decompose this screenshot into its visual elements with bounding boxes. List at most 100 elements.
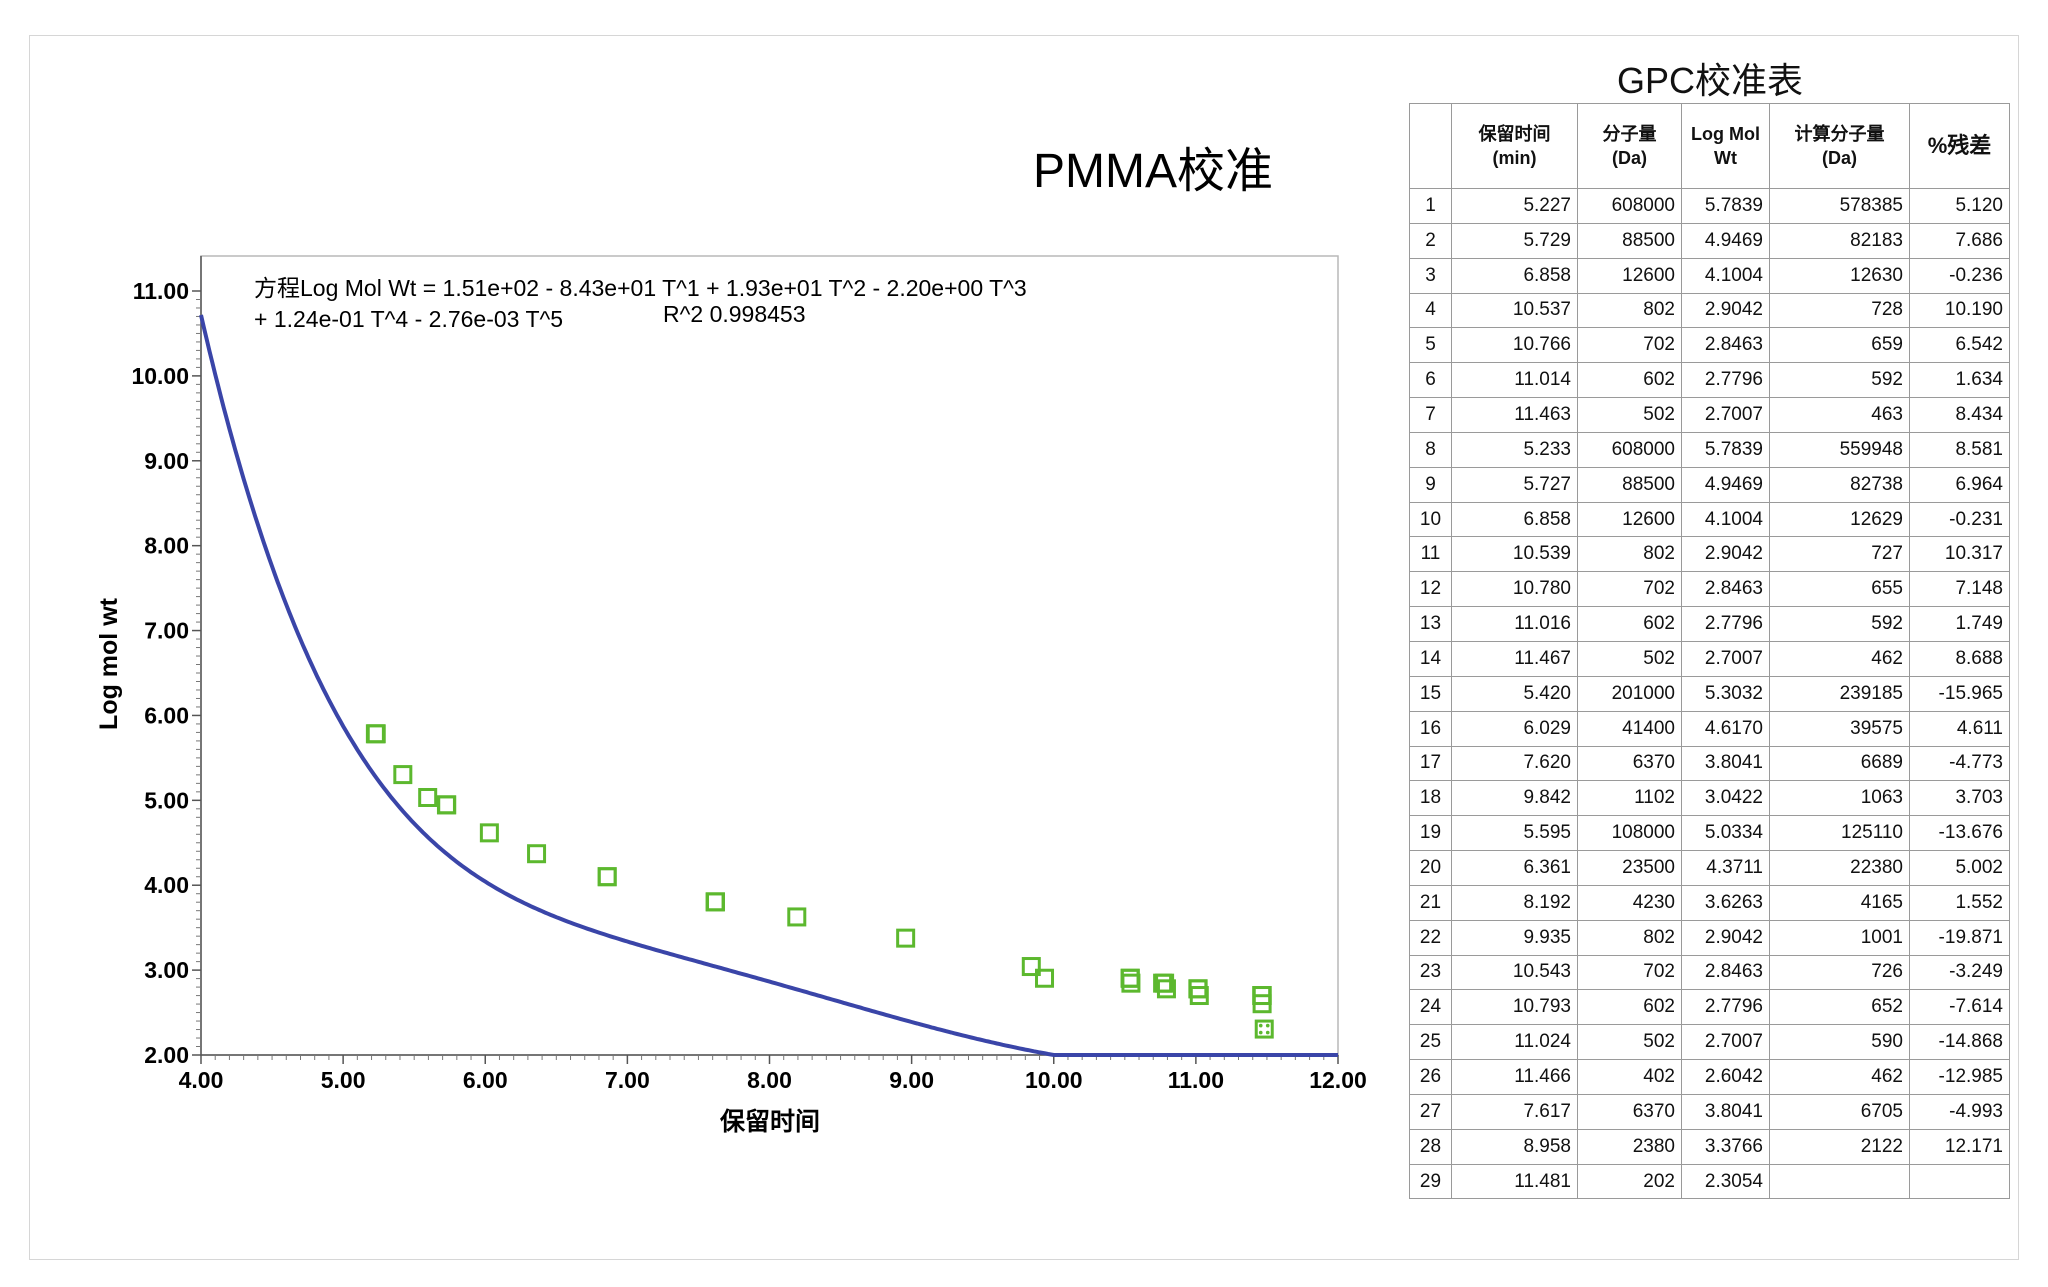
data-point <box>597 867 617 887</box>
table-cell: 8.434 <box>1909 397 2010 433</box>
data-point <box>479 823 499 843</box>
table-cell: 4.1004 <box>1681 501 1770 538</box>
table-cell: 502 <box>1577 640 1682 677</box>
table-cell: 12600 <box>1577 257 1682 294</box>
data-markers <box>365 724 1274 1039</box>
table-cell: 462 <box>1769 640 1910 677</box>
table-row: 10 6.858 12600 4.1004 12629 -0.231 <box>1409 501 2010 538</box>
table-cell: 39575 <box>1769 710 1910 747</box>
table-cell: 5.0334 <box>1681 815 1770 852</box>
data-point <box>527 844 547 864</box>
table-cell: 11.024 <box>1451 1024 1578 1061</box>
table-cell: 655 <box>1769 571 1910 608</box>
table-cell: 2.7796 <box>1681 989 1770 1026</box>
table-cell: 11.481 <box>1451 1163 1578 1200</box>
table-row: 8 5.233 608000 5.7839 559948 8.581 <box>1409 431 2010 468</box>
data-point <box>705 892 725 912</box>
table-row: 18 9.842 1102 3.0422 1063 3.703 <box>1409 780 2010 817</box>
row-index-cell: 8 <box>1409 431 1452 468</box>
row-index-cell: 11 <box>1409 536 1452 573</box>
y-tick-label: 8.00 <box>144 533 189 559</box>
table-cell: 502 <box>1577 1024 1682 1061</box>
table-cell: 5.420 <box>1451 675 1578 712</box>
table-cell: 608000 <box>1577 188 1682 224</box>
row-index-cell: 16 <box>1409 710 1452 747</box>
table-cell: 5.595 <box>1451 815 1578 852</box>
table-cell: 4.3711 <box>1681 850 1770 886</box>
table-cell: 41400 <box>1577 710 1682 747</box>
table-row: 19 5.595 108000 5.0334 125110 -13.676 <box>1409 815 2010 852</box>
table-cell: 4165 <box>1769 884 1910 921</box>
table-cell: -14.868 <box>1909 1024 2010 1061</box>
data-point <box>393 765 413 785</box>
table-row: 4 10.537 802 2.9042 728 10.190 <box>1409 292 2010 329</box>
row-index-cell: 4 <box>1409 292 1452 329</box>
table-cell: 2.7007 <box>1681 1024 1770 1061</box>
data-point <box>1254 1019 1274 1039</box>
table-header-cell: 保留时间 (min) <box>1451 103 1578 189</box>
table-cell: -15.965 <box>1909 675 2010 712</box>
x-axis-ticks: 4.00 5.00 6.00 7.00 8.00 9.00 10.00 11.00 12.00 <box>179 1055 1367 1093</box>
table-cell: 652 <box>1769 989 1910 1026</box>
row-index-cell: 29 <box>1409 1163 1452 1200</box>
table-cell: -7.614 <box>1909 989 2010 1026</box>
table-row: 25 11.024 502 2.7007 590 -14.868 <box>1409 1024 2010 1061</box>
table-cell: 726 <box>1769 954 1910 991</box>
row-index-cell: 23 <box>1409 954 1452 991</box>
row-index-cell: 22 <box>1409 919 1452 956</box>
table-cell: 10.537 <box>1451 292 1578 329</box>
table-cell: 6.858 <box>1451 501 1578 538</box>
excluded-point-dot <box>1265 1030 1270 1035</box>
table-cell: 4.9469 <box>1681 222 1770 259</box>
table-cell: 4.9469 <box>1681 466 1770 503</box>
table-cell: 5.002 <box>1909 850 2010 886</box>
table-header-cell: %残差 <box>1909 103 2010 189</box>
table-cell: 108000 <box>1577 815 1682 852</box>
table-cell: 1063 <box>1769 780 1910 817</box>
table-row: 11 10.539 802 2.9042 727 10.317 <box>1409 536 2010 573</box>
table-cell: 1.749 <box>1909 606 2010 642</box>
table-cell: 602 <box>1577 606 1682 642</box>
data-point <box>437 795 457 815</box>
table-cell: 10.780 <box>1451 571 1578 608</box>
table-cell: 6370 <box>1577 1093 1682 1130</box>
table-cell: 8.581 <box>1909 431 2010 468</box>
table-cell: 11.463 <box>1451 397 1578 433</box>
x-tick-label: 10.00 <box>1025 1067 1083 1093</box>
table-cell: 10.317 <box>1909 536 2010 573</box>
table-row: 16 6.029 41400 4.6170 39575 4.611 <box>1409 710 2010 747</box>
table-cell: 88500 <box>1577 466 1682 503</box>
table-cell: 10.766 <box>1451 327 1578 364</box>
y-axis-label: Log mol wt <box>95 597 123 730</box>
row-index-cell: 14 <box>1409 640 1452 677</box>
table-cell: -0.236 <box>1909 257 2010 294</box>
chart-title: PMMA校准 <box>1033 145 1273 198</box>
table-cell: 2.7007 <box>1681 397 1770 433</box>
table-cell: 12630 <box>1769 257 1910 294</box>
table-row: 24 10.793 602 2.7796 652 -7.614 <box>1409 989 2010 1026</box>
table-cell: 5.7839 <box>1681 188 1770 224</box>
table-cell: 1102 <box>1577 780 1682 817</box>
table-cell: 702 <box>1577 954 1682 991</box>
row-index-cell: 27 <box>1409 1093 1452 1130</box>
table-cell: 11.466 <box>1451 1059 1578 1095</box>
table-row: 2 5.729 88500 4.9469 82183 7.686 <box>1409 222 2010 259</box>
table-cell: 2.9042 <box>1681 292 1770 329</box>
row-index-cell: 10 <box>1409 501 1452 538</box>
table-cell: 8.192 <box>1451 884 1578 921</box>
table-cell: 802 <box>1577 536 1682 573</box>
table-cell: 239185 <box>1769 675 1910 712</box>
row-index-cell: 7 <box>1409 397 1452 433</box>
table-cell: 3.6263 <box>1681 884 1770 921</box>
table-header-cell: 计算分子量 (Da) <box>1769 103 1910 189</box>
data-point <box>705 892 725 912</box>
table-cell: 2122 <box>1769 1128 1910 1165</box>
equation-line-2: + 1.24e-01 T^4 - 2.76e-03 T^5 <box>254 306 563 332</box>
x-axis-label: 保留时间 <box>719 1108 820 1136</box>
table-cell: -4.993 <box>1909 1093 2010 1130</box>
table-row: 3 6.858 12600 4.1004 12630 -0.236 <box>1409 257 2010 294</box>
table-cell: 802 <box>1577 919 1682 956</box>
row-index-cell: 2 <box>1409 222 1452 259</box>
table-row: 1 5.227 608000 5.7839 578385 5.120 <box>1409 188 2010 224</box>
